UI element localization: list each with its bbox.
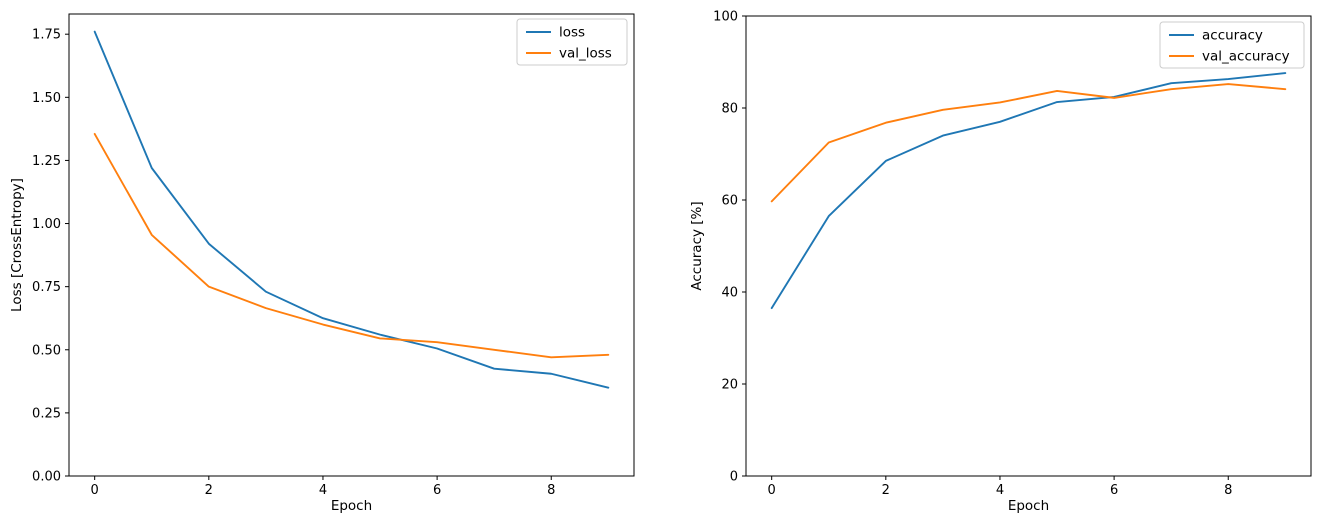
y-tick-label: 20: [721, 378, 738, 393]
legend-label-val_accuracy: val_accuracy: [1202, 49, 1290, 65]
plot-frame: [68, 13, 635, 477]
y-tick-label: 0: [730, 470, 738, 485]
x-tick-label: 2: [882, 483, 890, 498]
plot-frame: [745, 15, 1312, 477]
y-tick-label: 40: [721, 286, 738, 301]
legend: accuracy val_accuracy: [1159, 21, 1305, 69]
loss-yaxis-label: Loss [CrossEntropy]: [9, 178, 25, 312]
val_accuracy-line: [770, 83, 1287, 203]
y-tick-label: 100: [713, 10, 738, 25]
x-tick-label: 8: [547, 483, 555, 498]
y-tick-label: 1.25: [32, 154, 61, 169]
loss-xaxis-label: Epoch: [330, 498, 373, 514]
legend-label-loss: loss: [559, 25, 585, 41]
y-tick-label: 0.75: [32, 280, 61, 295]
x-tick-label: 0: [768, 483, 776, 498]
x-tick-label: 8: [1224, 483, 1232, 498]
y-tick-label: 60: [721, 194, 738, 209]
val_loss-line: [93, 132, 610, 359]
accuracy-line: [770, 72, 1287, 310]
legend-label-accuracy: accuracy: [1202, 28, 1263, 44]
x-tick-label: 4: [996, 483, 1004, 498]
x-tick-label: 0: [91, 483, 99, 498]
x-tick-label: 4: [319, 483, 327, 498]
legend: loss val_loss: [516, 18, 628, 66]
accuracy-xaxis-label: Epoch: [1007, 498, 1050, 514]
loss-chart-panel: 0 2 4 6 8 0.00 0.25 0.50 0.75 1.00 1.25 1.50 1.75 los…: [9, 13, 635, 514]
y-tick-label: 0.00: [32, 470, 61, 485]
y-tick-label: 1.50: [32, 91, 61, 106]
loss-line: [93, 30, 610, 389]
y-tick-label: 0.25: [32, 406, 61, 421]
y-tick-label: 0.50: [32, 343, 61, 358]
accuracy-yaxis-label: Accuracy [%]: [689, 201, 705, 291]
loss-chart-canvas: 0 2 4 6 8 0.00 0.25 0.50 0.75 1.00 1.25 1.50 1.75 los…: [32, 13, 635, 498]
y-tick-label: 80: [721, 102, 738, 117]
legend-box: [1159, 21, 1305, 69]
legend-label-val_loss: val_loss: [559, 46, 612, 62]
x-tick-label: 6: [1110, 483, 1118, 498]
y-tick-label: 1.75: [32, 28, 61, 43]
x-tick-label: 2: [205, 483, 213, 498]
x-tick-label: 6: [433, 483, 441, 498]
accuracy-chart-panel: 0 2 4 6 8 0 20 40 60 80 100 accuracy val_accuracy Ep…: [660, 0, 1320, 530]
y-tick-label: 1.00: [32, 217, 61, 232]
